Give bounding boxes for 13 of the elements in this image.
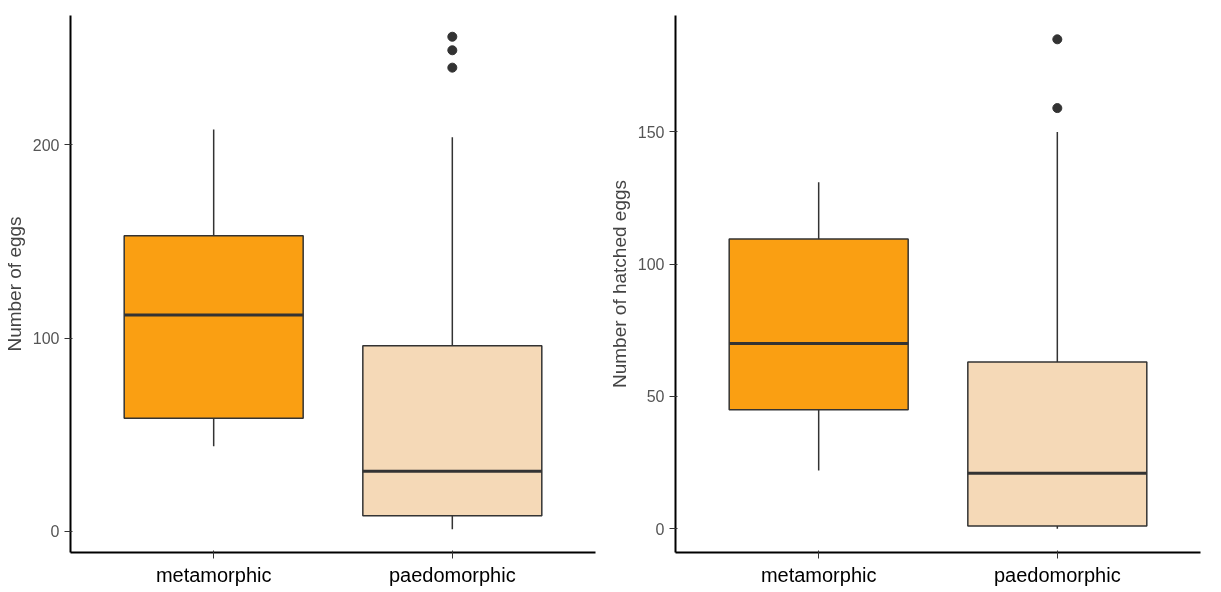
y-tick-label: 200 [32, 136, 60, 154]
y-tick-label: 0 [655, 520, 665, 538]
y-tick-label: 150 [637, 123, 665, 141]
y-tick-label: 100 [32, 330, 60, 348]
y-tick-label: 50 [646, 388, 665, 406]
y-tick-label: 0 [50, 523, 60, 541]
y-tick-label: 100 [637, 256, 665, 274]
x-tick-label: paedomorphic [388, 563, 516, 586]
x-tick-label: metamorphic [760, 563, 877, 586]
y-axis-title: Number of hatched eggs [608, 179, 630, 389]
x-tick-label: paedomorphic [993, 563, 1121, 586]
y-axis-title: Number of eggs [3, 216, 25, 352]
x-tick-label: metamorphic [155, 563, 272, 586]
